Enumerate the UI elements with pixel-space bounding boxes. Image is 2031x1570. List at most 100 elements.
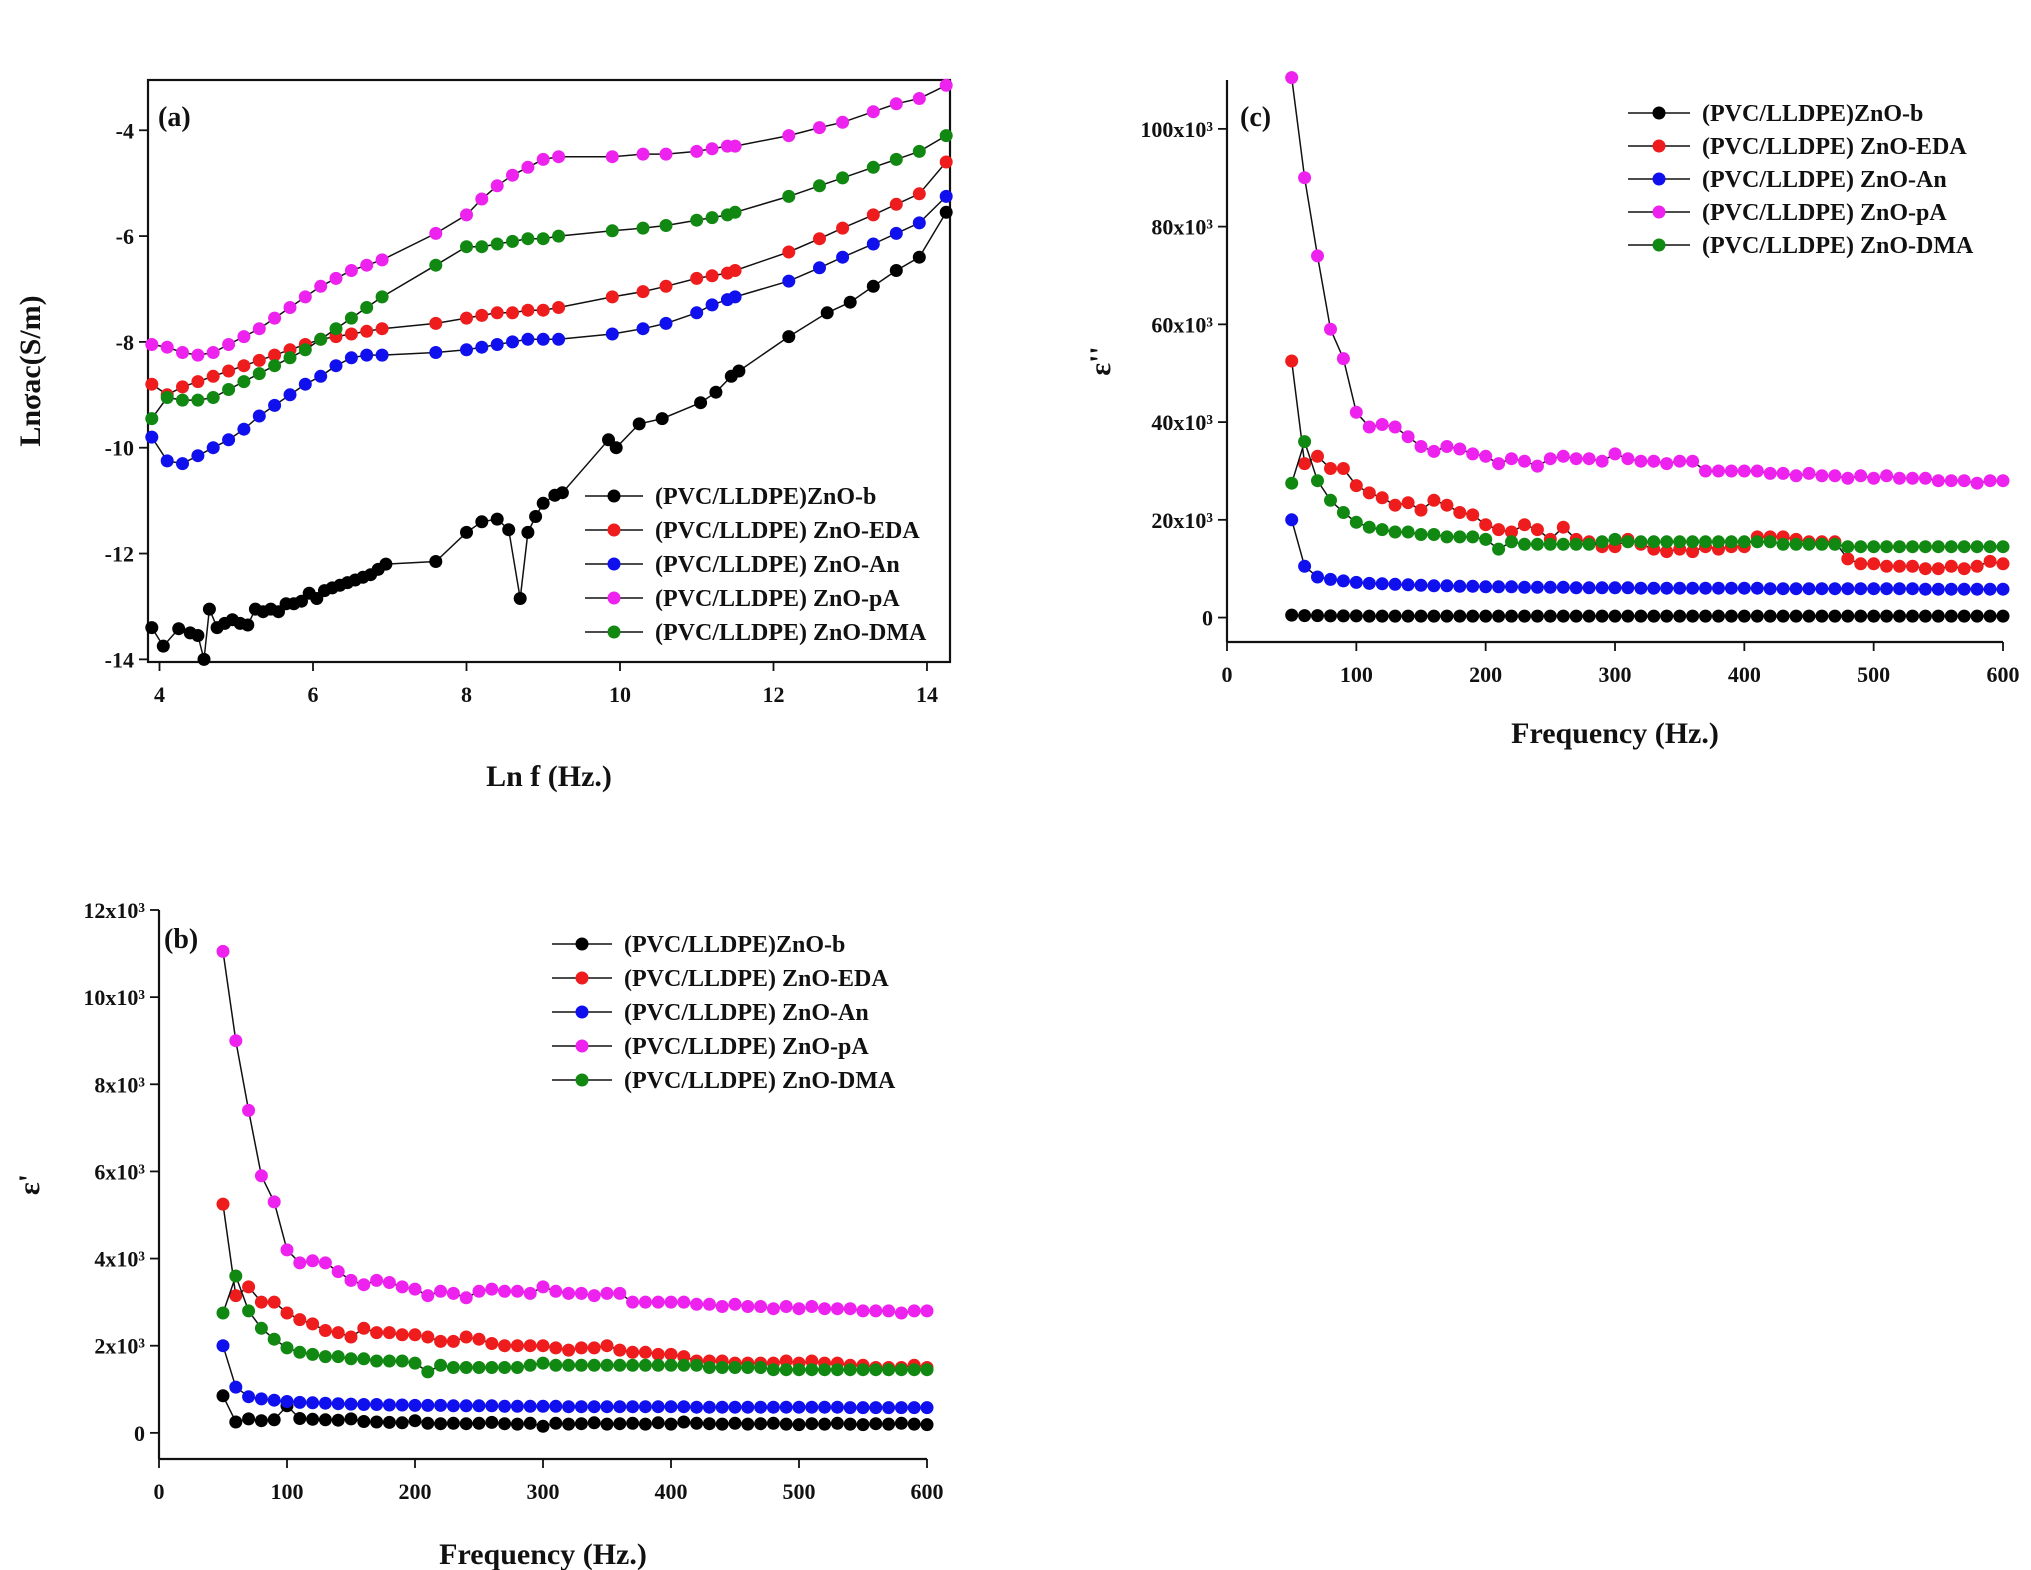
- data-point: [331, 1413, 345, 1427]
- data-point: [331, 1350, 345, 1364]
- data-point: [429, 226, 443, 240]
- data-point: [766, 1416, 780, 1430]
- legend-marker: [575, 971, 589, 985]
- data-point: [206, 441, 220, 455]
- data-point: [242, 1304, 256, 1318]
- data-point: [843, 1302, 857, 1316]
- x-tick-label: 6: [308, 682, 319, 707]
- data-point: [1285, 608, 1299, 622]
- data-point: [1324, 462, 1337, 475]
- chart-panel-b: 0 100 200 300 400 500 600 0 2x10³ 4x10³ 6x10³ 8x10³…: [13, 898, 944, 1570]
- data-point: [1918, 471, 1932, 485]
- data-point: [818, 1417, 832, 1431]
- data-point: [836, 221, 850, 235]
- data-point: [766, 1302, 780, 1316]
- data-point: [1763, 609, 1777, 623]
- data-point: [1453, 442, 1467, 456]
- legend-label: (PVC/LLDPE) ZnO-An: [1702, 167, 1947, 193]
- data-point: [306, 1347, 320, 1361]
- data-point: [869, 1417, 883, 1431]
- data-point: [1841, 582, 1855, 596]
- data-point: [1427, 579, 1441, 593]
- data-point: [1336, 462, 1350, 475]
- data-point: [1285, 354, 1299, 368]
- data-point: [1530, 459, 1544, 473]
- data-point: [331, 1265, 345, 1279]
- data-point: [490, 179, 504, 193]
- y-tick-label: -4: [116, 118, 134, 143]
- data-point: [498, 1361, 512, 1374]
- legend-marker: [607, 625, 621, 639]
- data-point: [1569, 609, 1583, 623]
- data-point: [552, 332, 566, 346]
- data-point: [242, 1280, 256, 1294]
- y-tick-label: 100x10³: [1140, 117, 1213, 142]
- data-point: [523, 1416, 537, 1430]
- data-point: [830, 1302, 844, 1316]
- data-point: [460, 208, 473, 222]
- data-point: [728, 139, 742, 153]
- data-point: [636, 147, 650, 161]
- data-point: [638, 1345, 652, 1359]
- data-point: [1737, 464, 1751, 478]
- data-point: [1750, 609, 1764, 623]
- data-point: [782, 330, 796, 344]
- data-point: [1530, 580, 1544, 594]
- y-tick-label: -6: [116, 224, 134, 249]
- data-point: [254, 1321, 268, 1335]
- data-point: [1931, 582, 1945, 596]
- data-point: [475, 515, 489, 529]
- legend-label: (PVC/LLDPE) ZnO-EDA: [655, 518, 920, 544]
- data-point: [1828, 609, 1842, 623]
- data-point: [485, 1282, 499, 1296]
- data-point: [293, 1256, 307, 1270]
- data-point: [382, 1398, 396, 1412]
- data-point: [1479, 532, 1493, 546]
- data-point: [357, 1415, 371, 1428]
- data-point: [216, 1306, 230, 1320]
- data-point: [298, 290, 312, 304]
- data-point: [1336, 352, 1350, 366]
- data-point: [813, 179, 826, 193]
- data-point: [1621, 452, 1635, 466]
- data-point: [1518, 580, 1531, 594]
- data-point: [702, 1400, 716, 1414]
- data-point: [1867, 582, 1881, 596]
- data-point: [280, 1243, 294, 1257]
- data-point: [498, 1417, 512, 1431]
- y-axis-title: ε': [13, 1174, 46, 1195]
- data-point: [1957, 609, 1971, 623]
- data-point: [1699, 464, 1712, 478]
- data-point: [485, 1337, 499, 1350]
- data-point: [1686, 609, 1700, 623]
- data-point: [370, 1354, 384, 1368]
- data-point: [1750, 535, 1764, 549]
- data-point: [907, 1304, 921, 1318]
- data-point: [1893, 559, 1906, 573]
- data-point: [429, 258, 443, 272]
- data-point: [659, 316, 673, 330]
- data-point: [856, 1363, 870, 1377]
- data-point: [254, 1392, 268, 1406]
- data-point: [1375, 523, 1389, 537]
- data-point: [728, 264, 742, 277]
- data-point: [741, 1417, 755, 1431]
- data-point: [1556, 449, 1570, 463]
- data-point: [521, 160, 535, 174]
- data-point: [605, 224, 619, 238]
- data-point: [1957, 562, 1971, 576]
- data-point: [805, 1400, 819, 1414]
- data-point: [1621, 581, 1635, 595]
- x-tick-label: 100: [271, 1479, 304, 1504]
- data-point: [1375, 577, 1389, 591]
- data-point: [298, 377, 312, 391]
- data-point: [1815, 582, 1829, 596]
- data-point: [1608, 581, 1622, 595]
- data-point: [1880, 582, 1894, 596]
- data-point: [429, 316, 443, 330]
- data-point: [421, 1398, 435, 1412]
- data-point: [651, 1400, 665, 1414]
- legend-label: (PVC/LLDPE) ZnO-DMA: [624, 1068, 896, 1094]
- data-point: [638, 1295, 652, 1309]
- data-point: [1750, 581, 1764, 595]
